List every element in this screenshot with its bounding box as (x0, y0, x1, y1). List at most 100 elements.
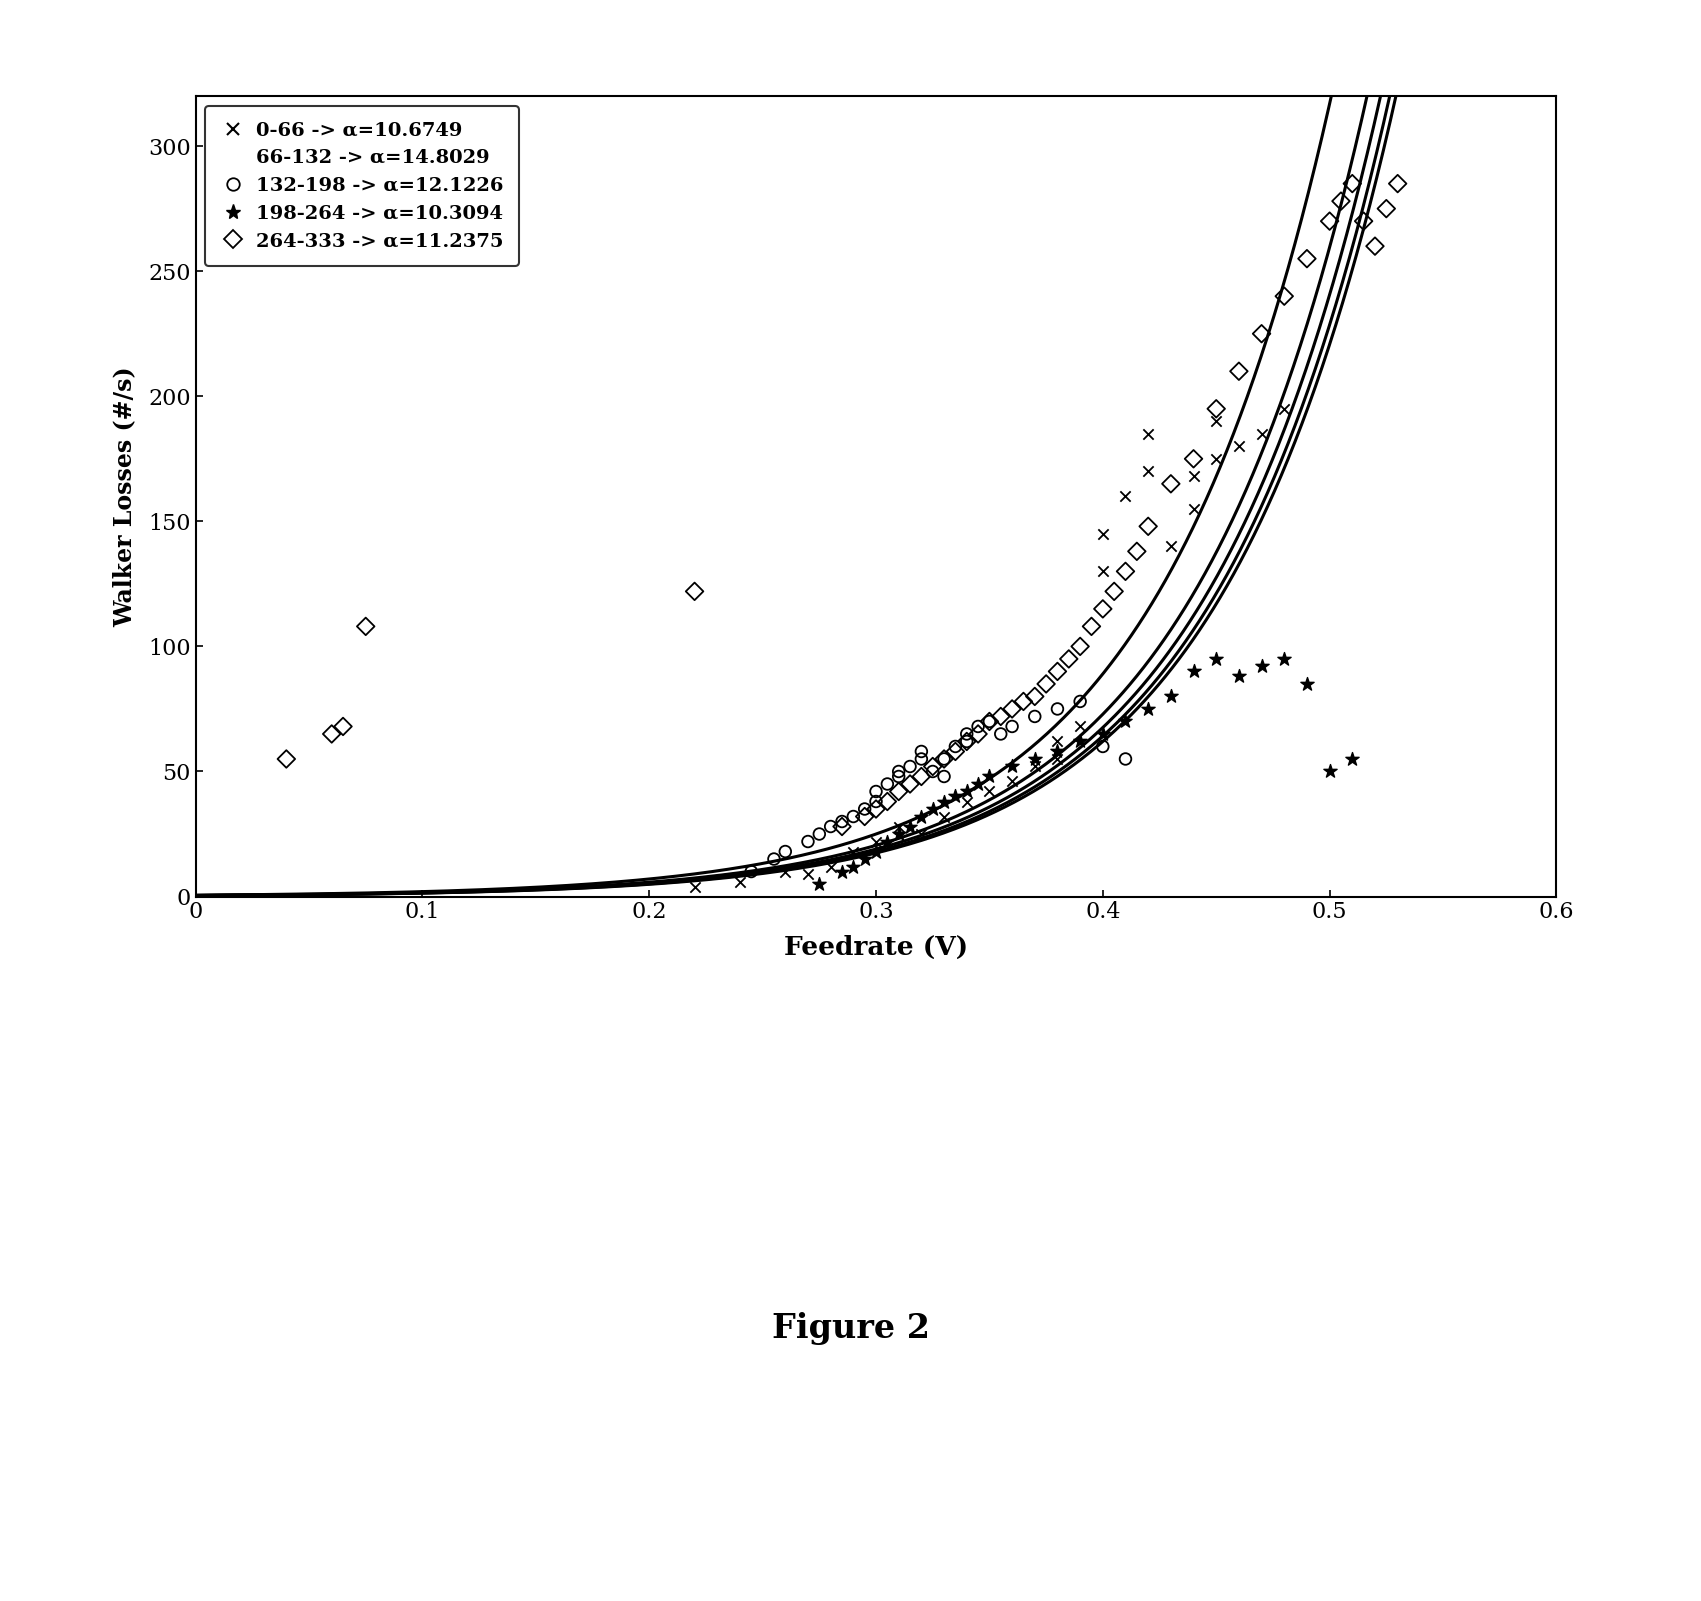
Point (919, 759, 946, 784)
Point (1225, 434, 1252, 459)
Point (760, 847, 788, 873)
Point (1055, 647, 1082, 672)
Point (976, 778, 1004, 804)
Point (1135, 458, 1162, 484)
Point (318, 720, 345, 746)
Point (896, 813, 924, 839)
Point (840, 804, 868, 829)
Point (1203, 647, 1230, 672)
Point (1385, 171, 1412, 197)
Point (1157, 684, 1184, 709)
Point (794, 829, 822, 855)
Point (806, 871, 833, 897)
Point (1089, 596, 1116, 621)
Text: Figure 2: Figure 2 (772, 1313, 929, 1345)
Point (964, 772, 992, 797)
Point (896, 754, 924, 780)
Point (964, 714, 992, 740)
Point (1317, 759, 1344, 784)
Point (1112, 559, 1140, 584)
Point (1135, 514, 1162, 540)
Point (930, 746, 958, 772)
Point (919, 754, 946, 780)
Point (942, 783, 970, 809)
Point (1067, 714, 1094, 740)
Point (794, 861, 822, 887)
Point (1101, 578, 1128, 604)
Point (1044, 738, 1072, 764)
Point (998, 714, 1026, 740)
Point (1249, 421, 1276, 447)
Point (840, 839, 868, 865)
Point (1249, 653, 1276, 679)
Point (1044, 746, 1072, 772)
Point (930, 789, 958, 815)
Point (1271, 647, 1298, 672)
Point (976, 709, 1004, 735)
Point (680, 578, 708, 604)
Point (828, 858, 856, 884)
Point (850, 847, 878, 873)
X-axis label: Feedrate (V): Feedrate (V) (784, 935, 968, 959)
Point (942, 738, 970, 764)
Point (828, 809, 856, 834)
Point (862, 839, 890, 865)
Point (1339, 171, 1366, 197)
Point (816, 853, 844, 879)
Point (930, 746, 958, 772)
Point (1033, 671, 1060, 696)
Point (953, 728, 980, 754)
Point (1112, 709, 1140, 735)
Point (1271, 395, 1298, 421)
Point (953, 720, 980, 746)
Point (1021, 704, 1048, 730)
Point (1203, 447, 1230, 472)
Point (738, 858, 765, 884)
Point (1067, 634, 1094, 660)
Point (1180, 464, 1208, 490)
Point (953, 778, 980, 804)
Point (930, 804, 958, 829)
Point (1327, 189, 1354, 215)
Point (942, 733, 970, 759)
Point (964, 720, 992, 746)
Point (908, 821, 936, 847)
Point (862, 796, 890, 821)
Point (772, 858, 799, 884)
Point (840, 853, 868, 879)
Legend: 0-66 -> α=10.6749, 66-132 -> α=14.8029, 132-198 -> α=12.1226, 198-264 -> α=10.30: 0-66 -> α=10.6749, 66-132 -> α=14.8029, … (206, 106, 519, 266)
Point (1225, 663, 1252, 688)
Point (726, 869, 754, 895)
Point (1339, 746, 1366, 772)
Point (680, 874, 708, 900)
Point (998, 768, 1026, 794)
Point (1089, 559, 1116, 584)
Point (998, 754, 1026, 780)
Point (1067, 728, 1094, 754)
Point (1249, 320, 1276, 346)
Point (1157, 533, 1184, 559)
Point (885, 778, 912, 804)
Point (953, 789, 980, 815)
Point (976, 764, 1004, 789)
Point (885, 813, 912, 839)
Point (1123, 538, 1150, 564)
Point (1112, 484, 1140, 509)
Point (1044, 728, 1072, 754)
Point (330, 714, 357, 740)
Point (1135, 421, 1162, 447)
Point (1112, 746, 1140, 772)
Point (976, 709, 1004, 735)
Point (850, 796, 878, 821)
Point (919, 796, 946, 821)
Point (828, 813, 856, 839)
Point (908, 738, 936, 764)
Point (862, 778, 890, 804)
Point (806, 821, 833, 847)
Point (1021, 746, 1048, 772)
Point (1293, 671, 1320, 696)
Point (896, 772, 924, 797)
Point (1078, 613, 1106, 639)
Point (987, 704, 1014, 730)
Point (1089, 520, 1116, 546)
